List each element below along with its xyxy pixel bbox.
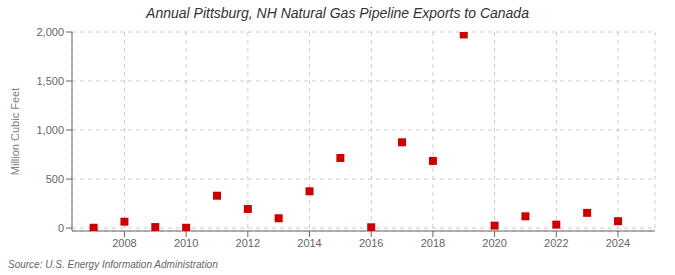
svg-text:500: 500 — [46, 173, 64, 185]
html-text:Source: U.S. Energy Informatio: Source: U.S. Energy Information Administ… — [8, 259, 218, 270]
svg-text:2012: 2012 — [236, 237, 260, 249]
svg-text:2,000: 2,000 — [36, 26, 64, 38]
svg-text:2008: 2008 — [112, 237, 136, 249]
svg-text:2022: 2022 — [544, 237, 568, 249]
svg-text:2024: 2024 — [606, 237, 630, 249]
svg-text:2020: 2020 — [482, 237, 506, 249]
svg-text:1,500: 1,500 — [36, 75, 64, 87]
svg-text:2016: 2016 — [359, 237, 383, 249]
html-text:Annual Pittsburg, NH Natural G: Annual Pittsburg, NH Natural Gas Pipelin… — [146, 5, 529, 21]
svg-text:2018: 2018 — [421, 237, 445, 249]
svg-text:1,000: 1,000 — [36, 124, 64, 136]
svg-text:0: 0 — [58, 222, 64, 234]
svg-text:2014: 2014 — [297, 237, 321, 249]
svg-text:Million Cubic Feet: Million Cubic Feet — [9, 88, 21, 175]
svg-text:2010: 2010 — [174, 237, 198, 249]
